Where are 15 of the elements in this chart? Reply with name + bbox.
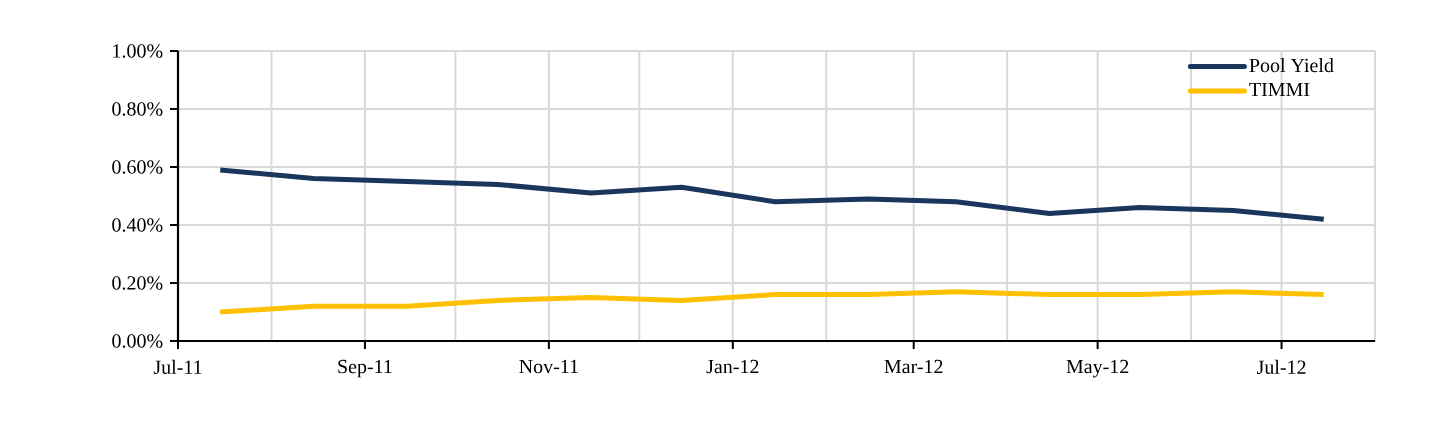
y-tick-label: 0.60% xyxy=(112,160,163,174)
y-tick-label: 0.00% xyxy=(112,334,163,348)
x-tick-label: Mar-12 xyxy=(884,359,943,374)
x-tick-label: Jan-12 xyxy=(706,359,759,374)
y-tick-label: 0.80% xyxy=(112,102,163,116)
legend-label: TIMMI xyxy=(1249,82,1310,97)
y-tick-label: 0.40% xyxy=(112,218,163,232)
y-tick-label: 1.00% xyxy=(113,44,163,58)
x-tick-label: Sep-11 xyxy=(338,359,392,378)
y-tick-label: 0.20% xyxy=(112,276,163,290)
x-tick-label: Jul-11 xyxy=(153,359,202,374)
x-tick-label: May-12 xyxy=(1066,359,1129,378)
x-tick-label: Jul-12 xyxy=(1256,359,1306,374)
legend-label: Pool Yield xyxy=(1249,58,1334,73)
x-tick-label: Nov-11 xyxy=(519,359,578,374)
